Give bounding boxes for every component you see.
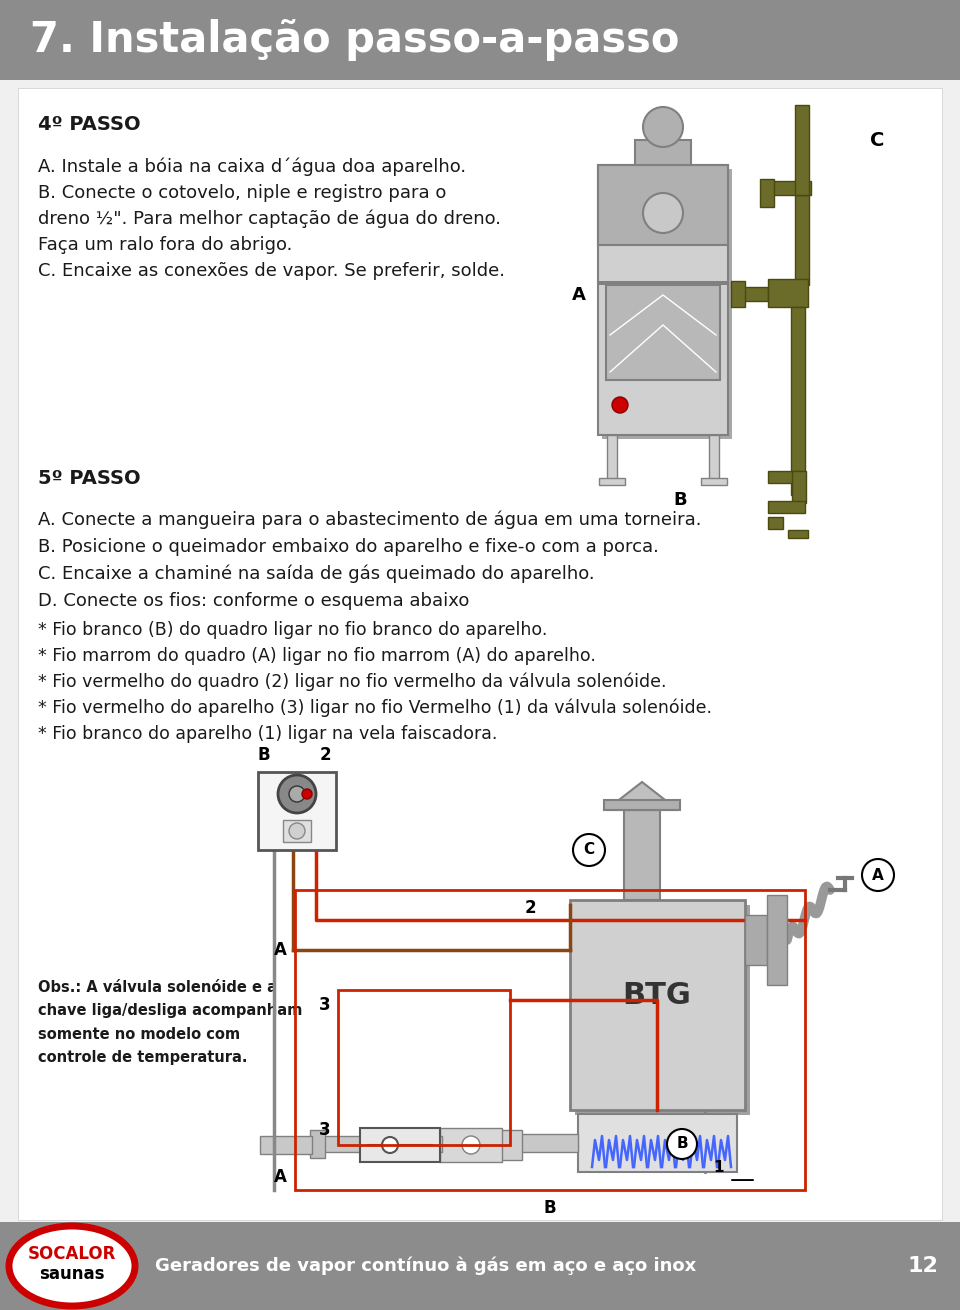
Text: B: B [543,1199,556,1217]
Circle shape [462,1136,480,1154]
Text: * Fio vermelho do quadro (2) ligar no fio vermelho da válvula solenóide.: * Fio vermelho do quadro (2) ligar no fi… [38,673,666,692]
Text: BTG: BTG [623,980,691,1010]
Text: A. Conecte a mangueira para o abastecimento de água em uma torneira.: A. Conecte a mangueira para o abastecime… [38,511,702,529]
FancyBboxPatch shape [701,478,727,485]
FancyBboxPatch shape [283,820,311,842]
FancyBboxPatch shape [320,1136,442,1151]
Text: D. Conecte os fios: conforme o esquema abaixo: D. Conecte os fios: conforme o esquema a… [38,592,469,610]
Text: Obs.: A válvula solenóide e a
chave liga/desliga acompanham
somente no modelo co: Obs.: A válvula solenóide e a chave liga… [38,980,302,1065]
FancyBboxPatch shape [570,900,745,1110]
FancyBboxPatch shape [788,531,808,538]
FancyBboxPatch shape [599,478,625,485]
Text: A. Instale a bóia na caixa d´água doa aparelho.: A. Instale a bóia na caixa d´água doa ap… [38,157,467,177]
Text: C. Encaixe as conexões de vapor. Se preferir, solde.: C. Encaixe as conexões de vapor. Se pref… [38,262,505,280]
Text: A: A [872,867,884,883]
FancyBboxPatch shape [258,772,336,850]
Text: * Fio marrom do quadro (A) ligar no fio marrom (A) do aparelho.: * Fio marrom do quadro (A) ligar no fio … [38,647,596,665]
FancyBboxPatch shape [0,1222,960,1310]
Circle shape [643,193,683,233]
FancyBboxPatch shape [260,1136,312,1154]
FancyBboxPatch shape [575,905,750,1115]
Text: B. Posicione o queimador embaixo do aparelho e fixe-o com a porca.: B. Posicione o queimador embaixo do apar… [38,538,659,555]
FancyBboxPatch shape [360,1128,440,1162]
Text: * Fio branco (B) do quadro ligar no fio branco do aparelho.: * Fio branco (B) do quadro ligar no fio … [38,621,547,639]
Text: * Fio vermelho do aparelho (3) ligar no fio Vermelho (1) da válvula solenóide.: * Fio vermelho do aparelho (3) ligar no … [38,698,712,718]
Text: B: B [257,745,270,764]
Circle shape [862,859,894,891]
Ellipse shape [9,1226,135,1306]
Text: 7. Instalação passo-a-passo: 7. Instalação passo-a-passo [30,20,680,62]
Circle shape [612,397,628,413]
FancyBboxPatch shape [598,165,728,435]
FancyBboxPatch shape [500,1131,522,1159]
Text: dreno ½". Para melhor captação de água do dreno.: dreno ½". Para melhor captação de água d… [38,210,501,228]
FancyBboxPatch shape [768,279,808,307]
Circle shape [289,823,305,838]
Text: B: B [676,1137,687,1151]
FancyBboxPatch shape [440,1128,502,1162]
FancyBboxPatch shape [731,282,745,307]
Text: A: A [275,1169,287,1186]
Text: C. Encaixe a chaminé na saída de gás queimado do aparelho.: C. Encaixe a chaminé na saída de gás que… [38,565,594,583]
Text: 12: 12 [907,1256,938,1276]
Text: * Fio branco do aparelho (1) ligar na vela faiscadora.: * Fio branco do aparelho (1) ligar na ve… [38,724,497,743]
Circle shape [302,789,312,799]
FancyBboxPatch shape [602,169,732,439]
FancyBboxPatch shape [18,88,942,1220]
FancyBboxPatch shape [606,286,720,380]
FancyBboxPatch shape [604,800,680,810]
FancyBboxPatch shape [763,181,811,195]
FancyBboxPatch shape [767,895,787,985]
Text: 2: 2 [524,899,536,917]
FancyBboxPatch shape [768,517,783,529]
FancyBboxPatch shape [760,179,774,207]
FancyBboxPatch shape [733,287,768,301]
Text: Faça um ralo fora do abrigo.: Faça um ralo fora do abrigo. [38,236,293,254]
Text: Geradores de vapor contínuo à gás em aço e aço inox: Geradores de vapor contínuo à gás em aço… [155,1256,696,1275]
FancyBboxPatch shape [607,435,617,479]
Text: 4º PASSO: 4º PASSO [38,115,140,135]
Circle shape [289,786,305,802]
Text: A: A [275,941,287,959]
Circle shape [643,107,683,147]
FancyBboxPatch shape [520,1134,578,1151]
FancyBboxPatch shape [598,282,728,286]
Text: 1: 1 [713,1159,724,1175]
Text: —: — [730,1169,755,1192]
Circle shape [573,834,605,866]
Text: 2: 2 [320,745,331,764]
Text: saunas: saunas [39,1265,105,1282]
Text: SOCALOR: SOCALOR [28,1244,116,1263]
FancyBboxPatch shape [709,435,719,479]
FancyBboxPatch shape [310,1131,325,1158]
FancyBboxPatch shape [791,307,805,495]
FancyBboxPatch shape [598,165,728,245]
FancyBboxPatch shape [768,472,805,483]
Circle shape [278,776,316,814]
Text: 5º PASSO: 5º PASSO [38,469,140,487]
FancyBboxPatch shape [768,500,805,514]
Text: 3: 3 [319,1121,330,1138]
Text: B: B [673,491,686,510]
Text: C: C [584,842,594,858]
FancyBboxPatch shape [635,140,691,165]
Circle shape [382,1137,398,1153]
Text: A: A [572,286,586,304]
Polygon shape [606,782,678,810]
FancyBboxPatch shape [745,914,767,965]
FancyBboxPatch shape [624,810,660,900]
FancyBboxPatch shape [795,105,809,195]
Text: C: C [870,131,884,149]
FancyBboxPatch shape [792,472,806,503]
FancyBboxPatch shape [578,1114,737,1172]
FancyBboxPatch shape [795,195,809,286]
Text: B. Conecte o cotovelo, niple e registro para o: B. Conecte o cotovelo, niple e registro … [38,183,446,202]
Text: 3: 3 [319,996,330,1014]
Circle shape [667,1129,697,1159]
FancyBboxPatch shape [0,0,960,80]
